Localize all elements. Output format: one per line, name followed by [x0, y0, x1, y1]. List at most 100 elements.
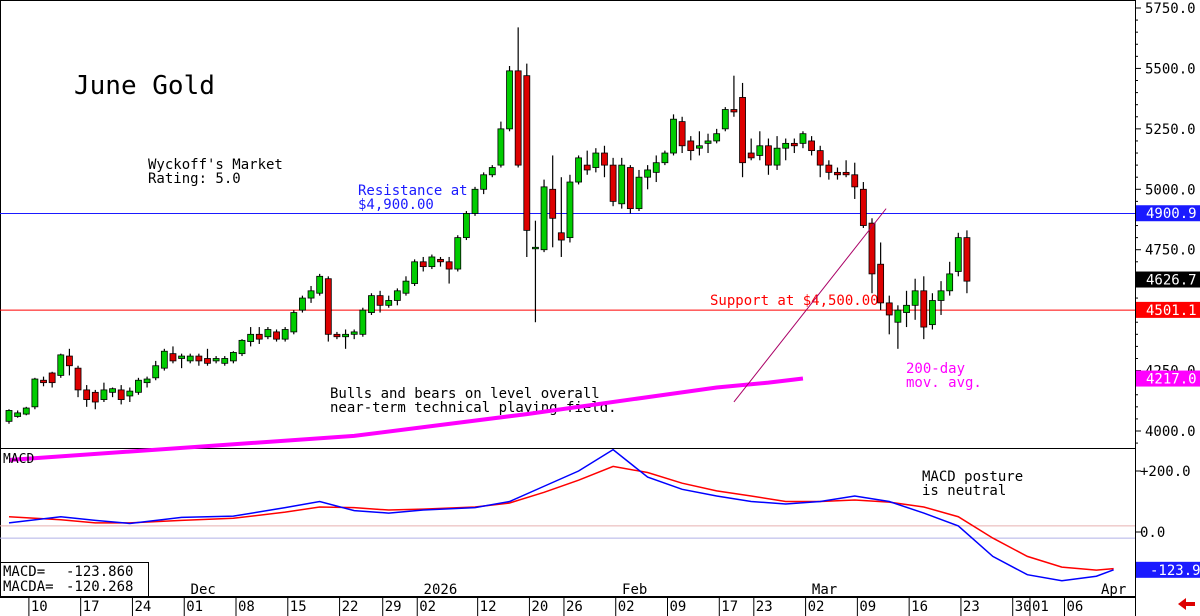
- price-tick-label: 5500.0: [1145, 61, 1196, 77]
- candle: [601, 145, 608, 178]
- candle-body: [100, 389, 108, 400]
- candle-body: [661, 152, 669, 164]
- candle-body: [255, 333, 263, 340]
- macda-readout-value: -120.268: [66, 579, 133, 595]
- day-labels: 10 17 24 01 08 15 22 29 02 12 20 26 02 09 17 23 02 09 16 23…: [28, 597, 1083, 616]
- candle-body: [376, 295, 384, 306]
- candle-body: [428, 256, 436, 268]
- ma-label-1: 200-day: [906, 361, 965, 377]
- candle-body: [342, 333, 349, 338]
- candle-body: [152, 365, 160, 379]
- candle: [393, 288, 401, 306]
- day-label: 23: [756, 599, 773, 615]
- candle-body: [480, 174, 488, 190]
- candle-body: [264, 329, 272, 338]
- candle: [626, 165, 634, 214]
- candle-body: [109, 388, 116, 393]
- candle: [911, 278, 919, 320]
- candle-body: [929, 300, 936, 326]
- candle: [307, 285, 315, 303]
- candle: [135, 377, 142, 395]
- candle-body: [393, 290, 401, 301]
- candle: [678, 116, 686, 154]
- day-label: 02: [419, 599, 436, 615]
- candle-body: [307, 290, 315, 299]
- candle-body: [885, 302, 893, 316]
- candle-body: [877, 263, 885, 304]
- candle: [376, 290, 384, 313]
- candle: [730, 75, 738, 117]
- candle: [566, 174, 574, 243]
- candle-body: [66, 355, 73, 367]
- resistance-label-2: $4,900.00: [358, 197, 434, 213]
- candle: [281, 327, 289, 342]
- day-label: 20: [531, 599, 548, 615]
- candle-body: [523, 75, 531, 231]
- candle-body: [696, 145, 703, 149]
- macd-signal-line: [8, 465, 1114, 571]
- candle: [859, 182, 867, 228]
- candle: [462, 211, 470, 241]
- candle: [704, 133, 712, 154]
- candle-body: [954, 237, 962, 272]
- month-labels: Dec 2026 Feb Mar Apr: [191, 582, 1127, 598]
- price-label-text: 4626.7: [1146, 273, 1197, 289]
- candle: [221, 356, 229, 366]
- macd-readout-label: MACD=: [3, 564, 45, 580]
- candle: [557, 177, 565, 257]
- candle: [143, 376, 151, 388]
- candle-body: [324, 278, 332, 335]
- candle-body: [74, 367, 82, 391]
- candle-body: [212, 358, 220, 362]
- candle-body: [808, 140, 815, 152]
- candle: [186, 353, 194, 364]
- candle: [549, 155, 557, 248]
- price-label-text: 4217.0: [1146, 372, 1197, 388]
- candle: [428, 254, 436, 270]
- candle: [868, 218, 876, 294]
- candle-body: [937, 290, 945, 301]
- candle-body: [730, 109, 738, 113]
- candle-body: [497, 128, 505, 166]
- day-label: 23: [963, 599, 980, 615]
- candle: [532, 220, 539, 323]
- candle-body: [851, 174, 859, 188]
- scroll-arrow-icon[interactable]: [1178, 598, 1195, 610]
- candle-body: [143, 378, 151, 384]
- candle: [696, 131, 703, 156]
- resistance-label-1: Resistance at: [358, 183, 468, 199]
- candle-body: [704, 140, 712, 144]
- candle: [540, 179, 548, 253]
- candle-body: [626, 167, 634, 210]
- macd-line: [8, 448, 1114, 582]
- candle: [169, 346, 177, 364]
- day-label: 15: [290, 599, 307, 615]
- candle: [83, 385, 91, 407]
- day-label: 22: [342, 599, 359, 615]
- candle: [514, 27, 522, 168]
- candle-body: [350, 331, 358, 335]
- candle-body: [790, 142, 798, 147]
- candle: [721, 107, 729, 132]
- candle-body: [5, 410, 13, 422]
- candle: [480, 172, 488, 195]
- candlestick-series: [5, 27, 971, 424]
- candle: [14, 410, 22, 418]
- candle: [713, 128, 721, 144]
- candle: [126, 387, 134, 402]
- day-label: 17: [83, 599, 100, 615]
- candle-body: [385, 300, 393, 306]
- candle-body: [126, 390, 134, 397]
- price-label-box: [1136, 205, 1200, 222]
- candle: [74, 365, 82, 398]
- candle: [324, 276, 332, 342]
- candle: [894, 305, 902, 349]
- candle-body: [583, 164, 591, 171]
- candle: [342, 329, 349, 349]
- candle-body: [57, 354, 65, 376]
- candle: [903, 290, 910, 328]
- candle: [877, 242, 885, 311]
- candle-body: [290, 312, 298, 333]
- candle: [385, 295, 393, 308]
- rating-line-1: Wyckoff's Market: [148, 157, 283, 173]
